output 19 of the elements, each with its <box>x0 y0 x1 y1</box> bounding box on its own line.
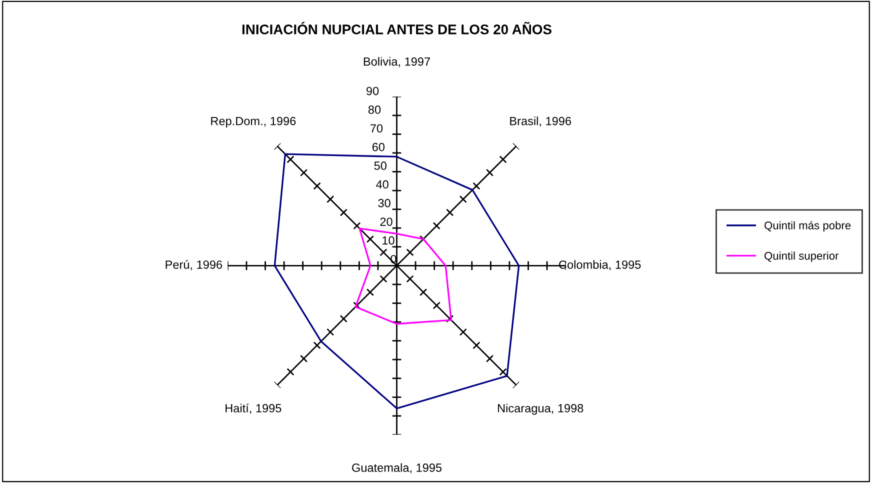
spoke-label: Nicaragua, 1998 <box>498 404 584 415</box>
chart-title: INICIACIÓN NUPCIAL ANTES DE LOS 20 AÑOS <box>242 22 552 34</box>
y-tick-label: 70 <box>370 124 383 133</box>
y-tick-label: 40 <box>376 180 388 189</box>
spoke-label: Haití, 1995 <box>226 404 282 414</box>
y-tick-label: 50 <box>374 162 386 170</box>
spoke-label: Brasil, 1996 <box>510 116 572 127</box>
spoke-label: Bolivia, 1997 <box>364 57 430 68</box>
legend-label: Quintil más pobre <box>764 221 851 232</box>
y-tick-label: 80 <box>368 106 381 114</box>
y-tick-label: 30 <box>378 198 390 208</box>
spoke-label: Rep.Dom., 1996 <box>211 116 296 128</box>
y-tick-label: 10 <box>382 236 394 245</box>
spoke-label: Perú, 1996 <box>166 260 222 270</box>
y-tick-label: 20 <box>380 218 392 226</box>
y-tick-label: 90 <box>366 86 379 96</box>
y-tick-label: 60 <box>372 142 385 152</box>
legend-label: Quintil superior <box>764 252 839 262</box>
spoke-label: Guatemala, 1995 <box>352 463 442 474</box>
